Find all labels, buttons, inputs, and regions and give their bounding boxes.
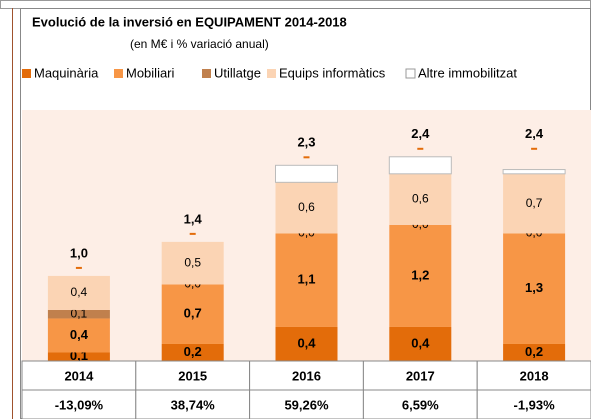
total-label: 2,3 xyxy=(297,135,315,150)
bar-segment xyxy=(161,284,224,344)
variation-label: 59,26% xyxy=(284,397,329,412)
bar-segment xyxy=(161,241,224,285)
data-label: 0,4 xyxy=(297,335,316,350)
table-cell xyxy=(476,389,591,419)
data-label: 0,6 xyxy=(412,192,429,206)
data-label: 0,4 xyxy=(70,327,89,342)
data-label: 1,2 xyxy=(411,267,429,282)
total-label: 1,4 xyxy=(184,211,203,226)
legend-swatch xyxy=(405,68,416,79)
bar-segment xyxy=(502,169,566,175)
total-label: 2,4 xyxy=(525,126,544,141)
legend-label: Utillatge xyxy=(214,65,261,80)
bar-segment xyxy=(389,224,452,327)
bar-segment xyxy=(47,275,110,310)
bar-segment xyxy=(388,156,452,175)
total-label: 2,4 xyxy=(411,126,430,141)
bar-segment xyxy=(389,326,452,361)
bar-segment xyxy=(47,352,110,361)
bar-segment xyxy=(275,164,338,183)
bar-segment xyxy=(47,309,110,319)
data-label: 1,3 xyxy=(525,280,543,295)
legend-swatch xyxy=(202,69,211,78)
total-marker xyxy=(531,147,538,150)
data-label: 0,4 xyxy=(411,335,430,350)
data-label: 0,7 xyxy=(526,196,543,210)
legend-swatch xyxy=(267,69,276,78)
variation-label: 6,59% xyxy=(402,397,439,412)
data-label: 0,6 xyxy=(298,200,315,214)
data-label: 0,5 xyxy=(184,255,201,269)
table-cell xyxy=(362,360,478,391)
table-cell xyxy=(135,360,251,391)
total-marker xyxy=(75,266,82,269)
data-label: 0,4 xyxy=(71,285,88,299)
bar-segment xyxy=(47,318,110,353)
year-label: 2017 xyxy=(406,368,435,383)
variation-label: 38,74% xyxy=(171,397,216,412)
total-label: 1,0 xyxy=(70,245,88,260)
top-frame xyxy=(0,0,591,9)
chart-title: Evolució de la inversió en EQUIPAMENT 20… xyxy=(32,14,347,29)
legend-label: Altre immobilitzat xyxy=(418,65,517,80)
variation-label: -13,09% xyxy=(55,397,104,412)
bar-segment xyxy=(161,343,224,361)
year-label: 2014 xyxy=(64,368,94,383)
bar-segment xyxy=(275,326,338,361)
bar-segment xyxy=(503,233,566,344)
legend-label: Maquinària xyxy=(34,65,99,80)
total-marker xyxy=(303,156,310,159)
year-label: 2015 xyxy=(178,368,207,383)
data-label: 0,2 xyxy=(184,344,202,359)
data-label: 0,2 xyxy=(525,344,543,359)
table-cell xyxy=(135,389,251,419)
year-label: 2016 xyxy=(292,368,321,383)
legend-swatch xyxy=(22,69,31,78)
bar-segment xyxy=(389,173,452,225)
year-label: 2018 xyxy=(520,368,549,383)
bar-segment xyxy=(503,173,566,234)
bar-segment xyxy=(503,343,566,361)
legend-label: Equips informàtics xyxy=(279,65,386,80)
data-label: 0,7 xyxy=(184,306,202,321)
bar-segment xyxy=(275,233,338,327)
legend-label: Mobiliari xyxy=(126,65,175,80)
legend-swatch xyxy=(114,69,123,78)
table-cell xyxy=(249,360,364,391)
variation-label: -1,93% xyxy=(513,397,555,412)
bar-segment xyxy=(275,182,338,234)
total-marker xyxy=(417,147,424,150)
table-cell xyxy=(362,389,478,419)
total-marker xyxy=(189,232,196,235)
table-cell xyxy=(249,389,364,419)
chart-subtitle: (en M€ i % variació anual) xyxy=(130,37,269,51)
data-label: 1,1 xyxy=(297,272,315,287)
